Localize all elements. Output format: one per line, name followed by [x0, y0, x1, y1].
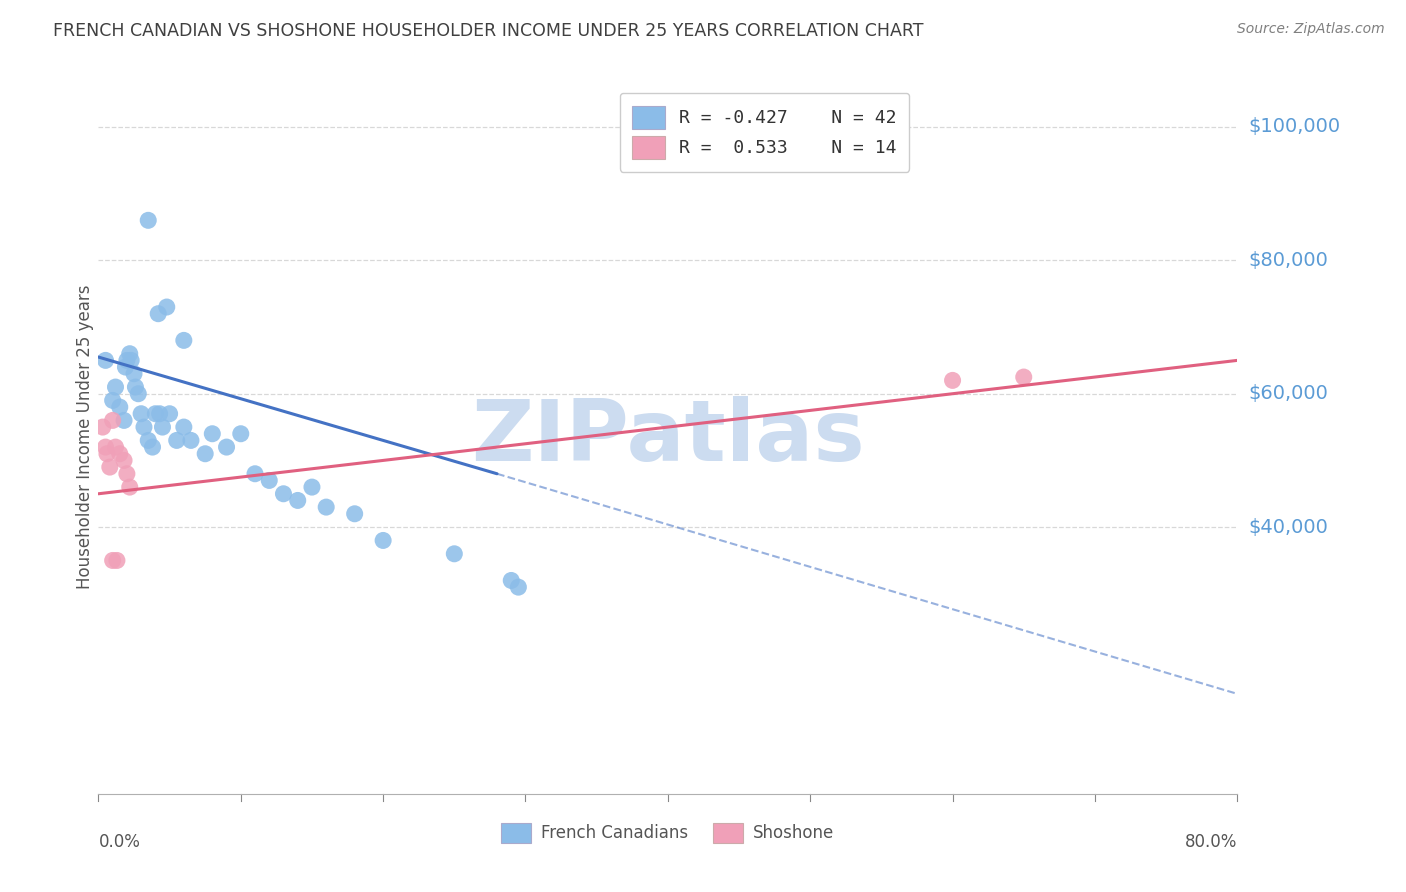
Point	[115, 467, 138, 481]
Point	[101, 393, 124, 408]
Point	[122, 367, 145, 381]
Point	[96, 447, 118, 461]
Point	[127, 386, 149, 401]
Point	[194, 447, 217, 461]
Point	[132, 420, 155, 434]
Point	[112, 453, 135, 467]
Point	[201, 426, 224, 441]
Point	[112, 413, 135, 427]
Point	[136, 213, 159, 227]
Point	[120, 353, 142, 368]
Point	[259, 474, 281, 488]
Point	[343, 507, 366, 521]
Point	[148, 307, 170, 321]
Point	[98, 460, 121, 475]
Point	[942, 373, 965, 387]
Text: 80.0%: 80.0%	[1185, 833, 1237, 851]
Legend: French Canadians, Shoshone: French Canadians, Shoshone	[495, 816, 841, 850]
Point	[508, 580, 530, 594]
Point	[101, 413, 124, 427]
Point	[108, 400, 131, 414]
Point	[173, 334, 195, 348]
Point	[91, 420, 114, 434]
Point	[118, 480, 141, 494]
Point	[501, 574, 523, 588]
Point	[141, 440, 163, 454]
Point	[114, 359, 136, 374]
Point	[371, 533, 394, 548]
Text: $100,000: $100,000	[1249, 118, 1341, 136]
Point	[136, 434, 159, 448]
Point	[166, 434, 188, 448]
Point	[243, 467, 266, 481]
Point	[94, 353, 117, 368]
Point	[104, 440, 127, 454]
Point	[180, 434, 202, 448]
Point	[301, 480, 323, 494]
Point	[145, 407, 167, 421]
Text: $80,000: $80,000	[1249, 251, 1329, 270]
Text: Source: ZipAtlas.com: Source: ZipAtlas.com	[1237, 22, 1385, 37]
Text: 0.0%: 0.0%	[98, 833, 141, 851]
Point	[443, 547, 465, 561]
Point	[273, 487, 295, 501]
Y-axis label: Householder Income Under 25 years: Householder Income Under 25 years	[76, 285, 94, 590]
Point	[287, 493, 309, 508]
Point	[115, 353, 138, 368]
Point	[229, 426, 252, 441]
Text: $40,000: $40,000	[1249, 517, 1329, 537]
Point	[104, 380, 127, 394]
Point	[94, 440, 117, 454]
Point	[101, 553, 124, 567]
Text: $60,000: $60,000	[1249, 384, 1329, 403]
Text: ZIPatlas: ZIPatlas	[471, 395, 865, 479]
Point	[315, 500, 337, 515]
Point	[149, 407, 172, 421]
Text: FRENCH CANADIAN VS SHOSHONE HOUSEHOLDER INCOME UNDER 25 YEARS CORRELATION CHART: FRENCH CANADIAN VS SHOSHONE HOUSEHOLDER …	[53, 22, 924, 40]
Point	[156, 300, 179, 314]
Point	[129, 407, 152, 421]
Point	[118, 347, 141, 361]
Point	[173, 420, 195, 434]
Point	[152, 420, 174, 434]
Point	[215, 440, 238, 454]
Point	[105, 553, 128, 567]
Point	[1012, 370, 1035, 384]
Point	[124, 380, 146, 394]
Point	[159, 407, 181, 421]
Point	[108, 447, 131, 461]
